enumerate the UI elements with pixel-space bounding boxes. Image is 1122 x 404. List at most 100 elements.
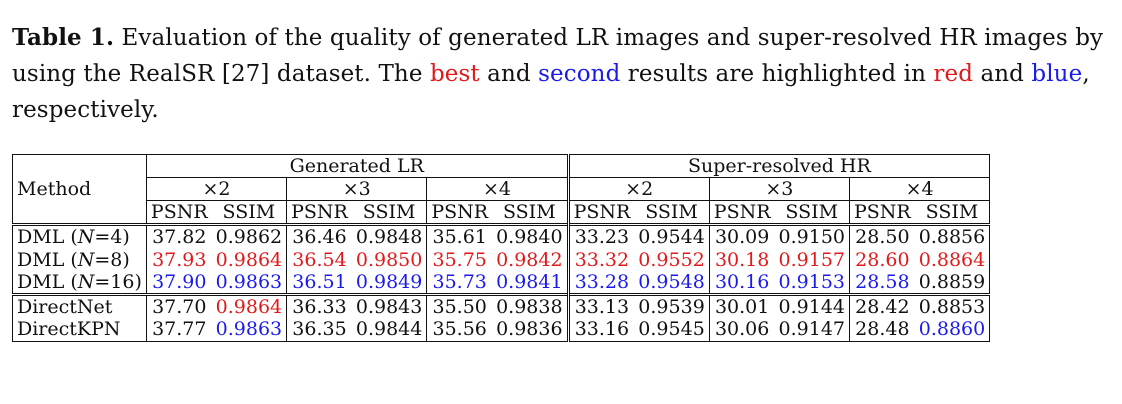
value-cell: 0.9844 [355, 318, 423, 341]
method-header: Method [12, 154, 147, 225]
caption-blue-word: blue [1031, 61, 1083, 87]
caption-text-2: and [479, 61, 539, 87]
value-cell: 30.09 [708, 223, 775, 248]
method-name: DML (N=8) [12, 248, 147, 271]
group-header-generated-lr: Generated LR [289, 155, 424, 177]
metric-header-psnr: PSNR [566, 200, 635, 225]
value-cell: 36.33 [286, 293, 352, 318]
value-cell: 0.8860 [918, 318, 986, 341]
value-cell: 35.73 [426, 271, 493, 295]
value-cell: 0.9157 [778, 248, 845, 271]
table-row: DML (N=16) 37.90 0.9863 36.51 0.9849 35.73 0.9… [12, 271, 990, 295]
metric-header-psnr: PSNR [708, 200, 775, 225]
method-name: DirectKPN [12, 318, 147, 341]
value-cell: 30.16 [708, 271, 775, 295]
caption-second-word: second [538, 61, 621, 87]
metric-header-ssim: SSIM [211, 200, 287, 225]
caption-red-word: red [933, 61, 974, 87]
value-cell: 35.61 [426, 223, 493, 248]
value-cell: 36.51 [286, 271, 352, 295]
value-cell: 0.9545 [638, 318, 705, 341]
value-cell: 0.9864 [211, 293, 287, 318]
value-cell: 37.90 [152, 271, 207, 293]
table-row: DirectNet 37.70 0.9864 36.33 0.9843 35.50 0.98… [12, 293, 990, 318]
value-cell: 37.70 [146, 293, 212, 318]
table-row: DirectKPN 37.77 0.9863 36.35 0.9844 35.56 0.98… [12, 318, 990, 341]
value-cell: 28.50 [848, 223, 915, 248]
table-row: DML (N=8) 37.93 0.9864 36.54 0.9850 35.75 0.98… [12, 248, 990, 271]
scale-header: ×4 [426, 177, 569, 201]
group-header-super-resolved-hr: Super-resolved HR [566, 154, 990, 178]
value-cell: 36.46 [286, 223, 352, 248]
value-cell: 37.93 [152, 248, 207, 271]
value-cell: 30.01 [708, 293, 775, 318]
value-cell: 0.9848 [351, 223, 427, 248]
value-cell: 28.42 [848, 293, 915, 318]
caption-text-1: Evaluation of the quality of generated L… [12, 25, 1104, 87]
value-cell: 0.9548 [638, 271, 705, 293]
value-cell: 28.48 [848, 318, 915, 341]
metric-header-psnr: PSNR [146, 200, 212, 225]
value-cell: 35.56 [426, 318, 493, 341]
metric-header-ssim: SSIM [774, 200, 850, 225]
value-cell: 0.9838 [492, 293, 569, 318]
value-cell: 33.32 [566, 248, 635, 271]
value-cell: 0.9864 [215, 248, 283, 271]
value-cell: 37.82 [146, 223, 212, 248]
caption-label: Table 1. [12, 24, 115, 51]
value-cell: 36.35 [286, 318, 352, 341]
method-name: DML (N=4) [12, 223, 147, 248]
value-cell: 0.9840 [492, 223, 569, 248]
results-table: Method Generated LR Super-resolved HR ×2… [12, 154, 991, 342]
value-cell: 36.54 [286, 248, 352, 271]
scale-header: ×2 [146, 177, 287, 201]
value-cell: 0.9153 [778, 271, 845, 293]
value-cell: 28.58 [848, 271, 915, 295]
metric-header-ssim: SSIM [351, 200, 427, 225]
method-name: DML (N=16) [12, 271, 147, 295]
value-cell: 30.18 [708, 248, 775, 271]
value-cell: 33.16 [566, 318, 635, 341]
caption-text-5: , respectively. [12, 61, 1090, 123]
value-cell: 0.9150 [774, 223, 850, 248]
value-cell: 33.13 [566, 293, 635, 318]
value-cell: 0.9144 [774, 293, 850, 318]
metric-header-psnr: PSNR [286, 200, 352, 225]
value-cell: 0.9539 [634, 293, 710, 318]
value-cell: 0.9843 [351, 293, 427, 318]
value-cell: 0.9849 [355, 271, 423, 293]
caption-text-3: results are highlighted in [620, 61, 934, 87]
value-cell: 33.28 [566, 271, 635, 295]
value-cell: 0.9863 [215, 318, 283, 341]
value-cell: 33.23 [566, 223, 635, 248]
value-cell: 35.50 [426, 293, 493, 318]
caption-text-4: and [973, 61, 1032, 87]
table-row: DML (N=4) 37.82 0.9862 36.46 0.9848 35.61 0.98… [12, 223, 990, 248]
value-cell: 0.9863 [215, 271, 283, 293]
value-cell: 0.9147 [778, 318, 845, 341]
value-cell: 0.8859 [918, 271, 986, 293]
metric-header-ssim: SSIM [634, 200, 710, 225]
scale-header: ×3 [286, 177, 427, 201]
scale-header: ×2 [566, 177, 710, 201]
value-cell: 0.9850 [355, 248, 423, 271]
value-cell: 30.06 [708, 318, 775, 341]
table-caption: Table 1. Evaluation of the quality of ge… [12, 20, 1110, 128]
value-cell: 0.9841 [496, 271, 563, 293]
value-cell: 0.9836 [496, 318, 563, 341]
value-cell: 0.8864 [918, 248, 986, 271]
value-cell: 0.9552 [638, 248, 705, 271]
value-cell: 0.9842 [496, 248, 563, 271]
value-cell: 0.9544 [634, 223, 710, 248]
scale-header: ×4 [848, 177, 990, 201]
value-cell: 0.8856 [914, 223, 990, 248]
value-cell: 35.75 [426, 248, 493, 271]
value-cell: 28.60 [848, 248, 915, 271]
metric-header-ssim: SSIM [914, 200, 990, 225]
metric-header-psnr: PSNR [426, 200, 493, 225]
value-cell: 0.9862 [211, 223, 287, 248]
scale-header: ×3 [708, 177, 850, 201]
caption-best-word: best [429, 61, 480, 87]
value-cell: 0.8853 [914, 293, 990, 318]
value-cell: 37.77 [152, 318, 207, 341]
